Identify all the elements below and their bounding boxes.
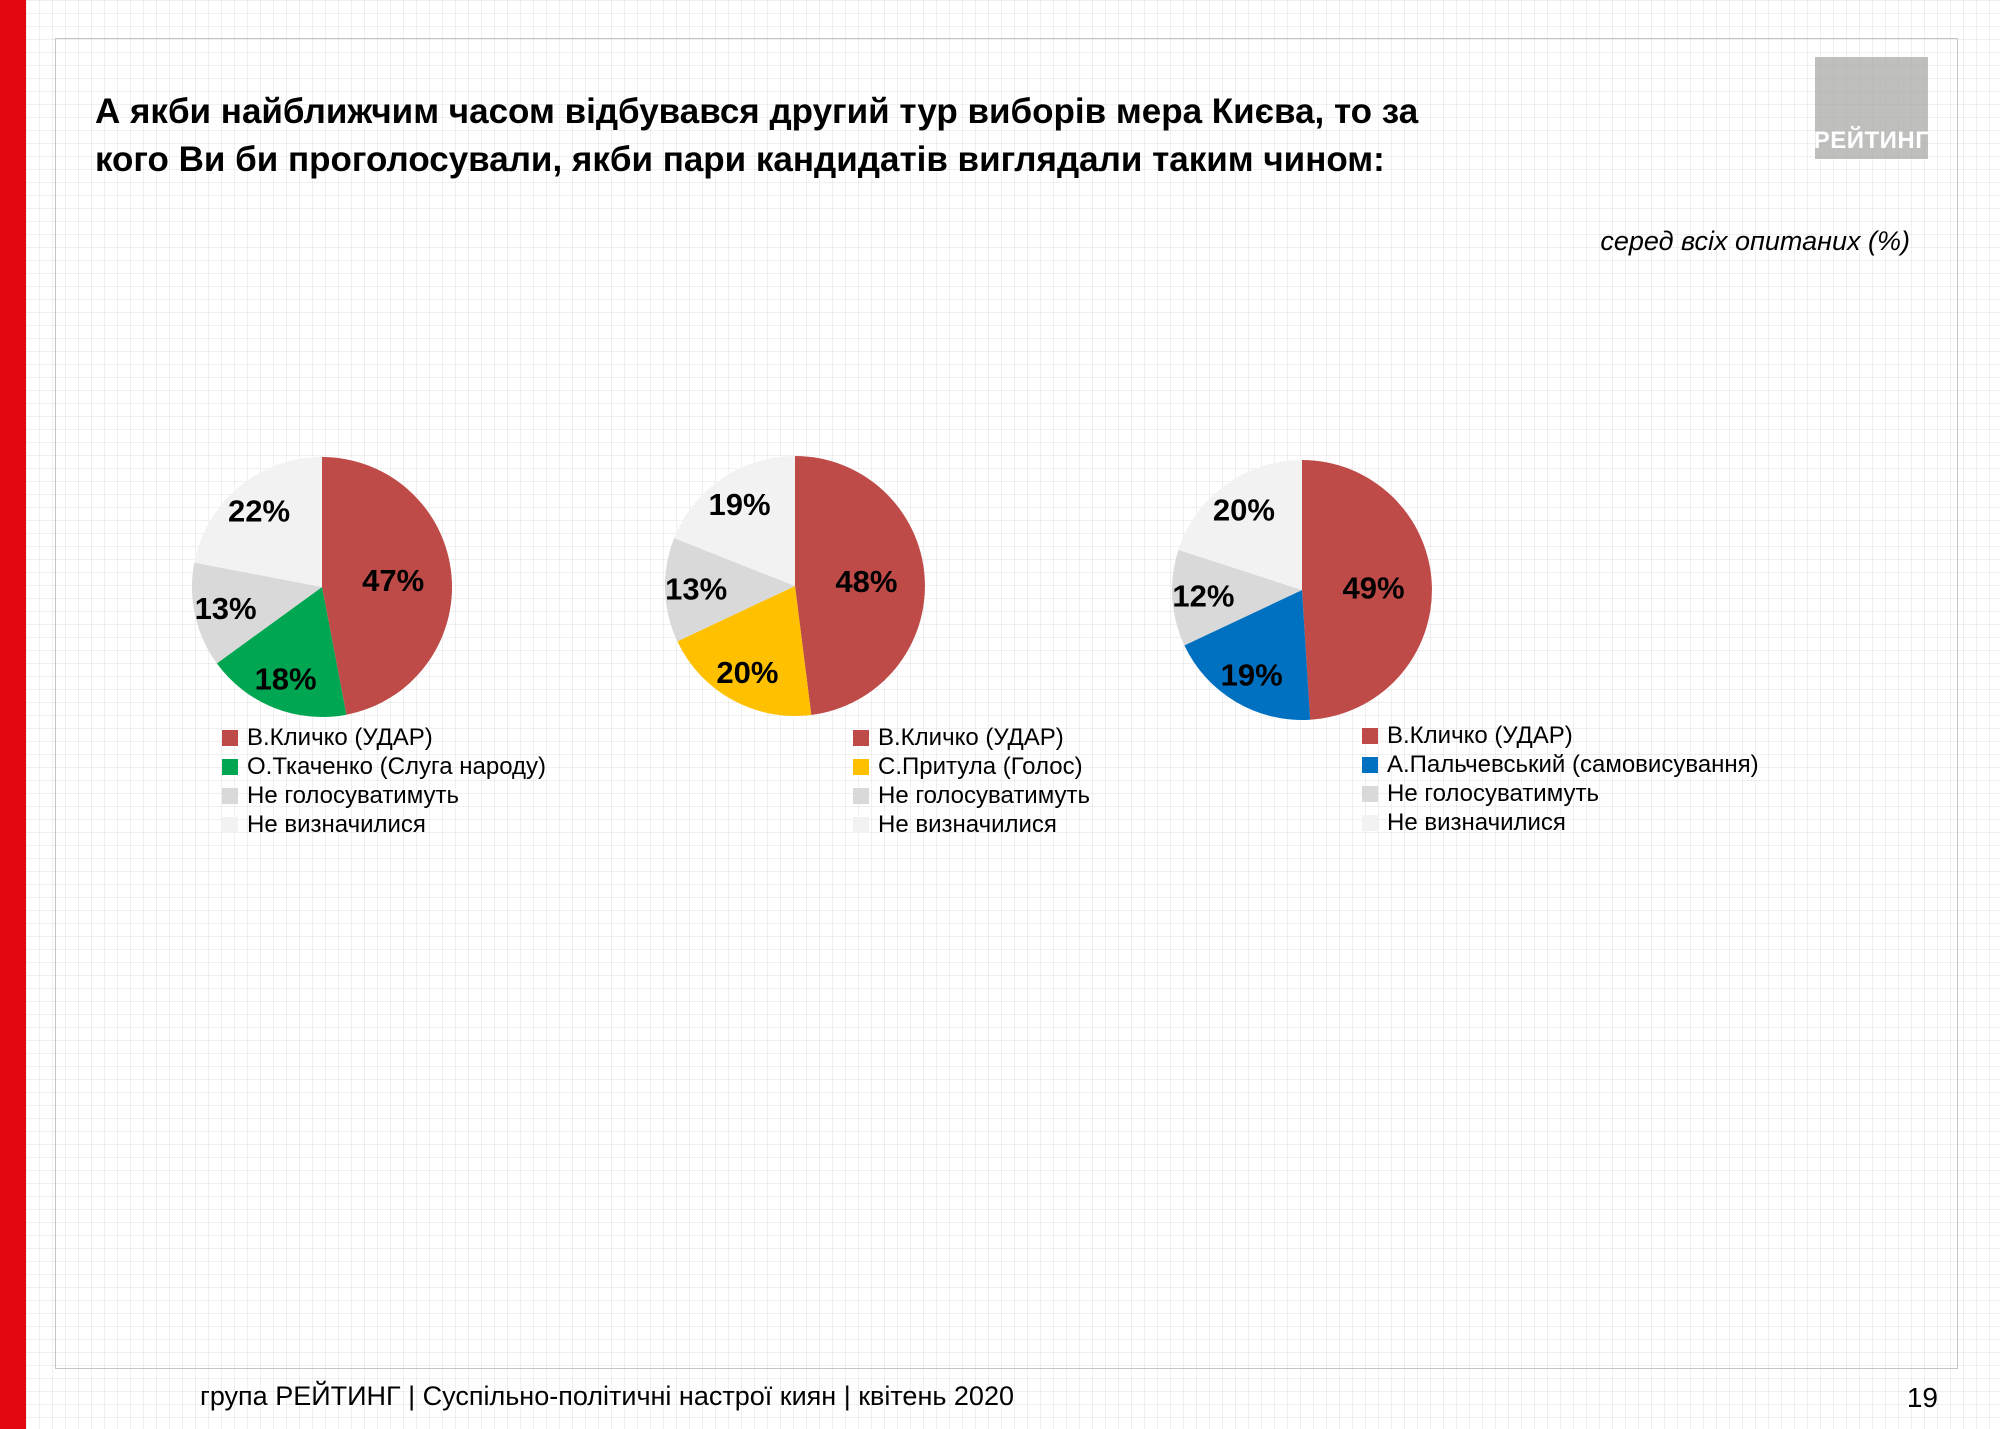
content-panel-border	[55, 38, 1958, 1369]
legend-label: В.Кличко (УДАР)	[247, 723, 433, 751]
legend-item: Не визначилися	[222, 810, 546, 839]
pie-chart-3: 49% 19% 12% 20%	[1171, 460, 1432, 720]
legend-swatch	[222, 758, 238, 775]
pie-slice	[677, 586, 812, 716]
pie-slice	[191, 562, 322, 664]
legend-item: В.Кличко (УДАР)	[853, 723, 1090, 752]
pie-slice	[795, 456, 925, 715]
rating-logo-text: РЕЙТИНГ	[1813, 127, 1930, 154]
pie-value-label: 19%	[708, 487, 770, 522]
pie-value-label: 12%	[1172, 579, 1234, 614]
slide-title: А якби найближчим часом відбувався други…	[95, 92, 1419, 179]
legend-label: В.Кличко (УДАР)	[878, 723, 1064, 751]
pie-slice	[194, 457, 322, 587]
legend-label: А.Пальчевський (самовисування)	[1387, 750, 1759, 778]
pie-slice	[1171, 549, 1302, 646]
legend-swatch	[222, 816, 238, 833]
legend-label: Не визначилися	[878, 810, 1057, 838]
pie-slice	[1178, 460, 1302, 590]
legend-swatch	[1362, 814, 1378, 831]
legend-swatch	[1362, 756, 1378, 773]
pie-value-label: 48%	[835, 564, 897, 599]
pie-value-label: 49%	[1342, 570, 1404, 605]
page-number: 19	[1906, 1382, 1938, 1413]
pie-value-label: 20%	[1213, 493, 1275, 528]
subtitle-note: серед всіх опитаних (%)	[1600, 226, 1910, 256]
legend-1: В.Кличко (УДАР) О.Ткаченко (Слуга народу)…	[222, 723, 546, 839]
pie-slice	[1302, 460, 1432, 720]
pie-value-label: 22%	[228, 493, 290, 528]
pie-value-label: 20%	[716, 655, 778, 690]
legend-label: Не голосуватимуть	[247, 781, 459, 809]
legend-swatch	[853, 758, 869, 775]
legend-swatch	[853, 816, 869, 833]
legend-item: Не визначилися	[1362, 808, 1759, 837]
legend-item: А.Пальчевський (самовисування)	[1362, 750, 1759, 779]
rating-group-logo: РЕЙТИНГ	[1813, 57, 1930, 159]
pie-slice	[1184, 590, 1311, 720]
pie-slice	[216, 587, 347, 718]
legend-swatch	[853, 787, 869, 804]
pie-value-label: 13%	[195, 591, 257, 626]
legend-item: Не визначилися	[853, 810, 1090, 839]
legend-item: Не голосуватимуть	[1362, 779, 1759, 808]
pie-slice	[322, 457, 453, 715]
legend-swatch	[1362, 727, 1378, 744]
pie-value-label: 13%	[665, 572, 727, 607]
legend-item: С.Притула (Голос)	[853, 752, 1090, 781]
pie-value-label: 19%	[1221, 658, 1283, 693]
legend-item: О.Ткаченко (Слуга народу)	[222, 752, 546, 781]
pie-value-label: 18%	[255, 661, 317, 696]
pie-chart-2: 48% 20% 13% 19%	[664, 456, 925, 716]
legend-3: В.Кличко (УДАР) А.Пальчевський (самовисув…	[1362, 721, 1759, 837]
legend-swatch	[222, 787, 238, 804]
legend-item: Не голосуватимуть	[853, 781, 1090, 810]
pie-value-label: 47%	[362, 563, 424, 598]
legend-swatch	[853, 729, 869, 746]
legend-2: В.Кличко (УДАР) С.Притула (Голос) Не голос…	[853, 723, 1090, 839]
left-accent-stripe	[0, 0, 26, 1429]
legend-label: С.Притула (Голос)	[878, 752, 1083, 780]
legend-label: Не голосуватимуть	[1387, 779, 1599, 807]
legend-label: О.Ткаченко (Слуга народу)	[247, 752, 547, 780]
legend-swatch	[1362, 785, 1378, 802]
legend-item: Не голосуватимуть	[222, 781, 546, 810]
legend-item: В.Кличко (УДАР)	[1362, 721, 1759, 750]
legend-item: В.Кличко (УДАР)	[222, 723, 546, 752]
pie-chart-1: 47% 18% 13% 22%	[191, 457, 453, 718]
legend-label: В.Кличко (УДАР)	[1387, 721, 1573, 749]
legend-swatch	[222, 729, 238, 746]
legend-label: Не визначилися	[247, 810, 426, 838]
footer-text: група РЕЙТИНГ | Суспільно-політичні наст…	[200, 1381, 1014, 1411]
legend-label: Не голосуватимуть	[878, 781, 1090, 809]
legend-label: Не визначилися	[1387, 808, 1566, 836]
pie-slice	[664, 538, 795, 642]
pie-slice	[674, 456, 795, 586]
